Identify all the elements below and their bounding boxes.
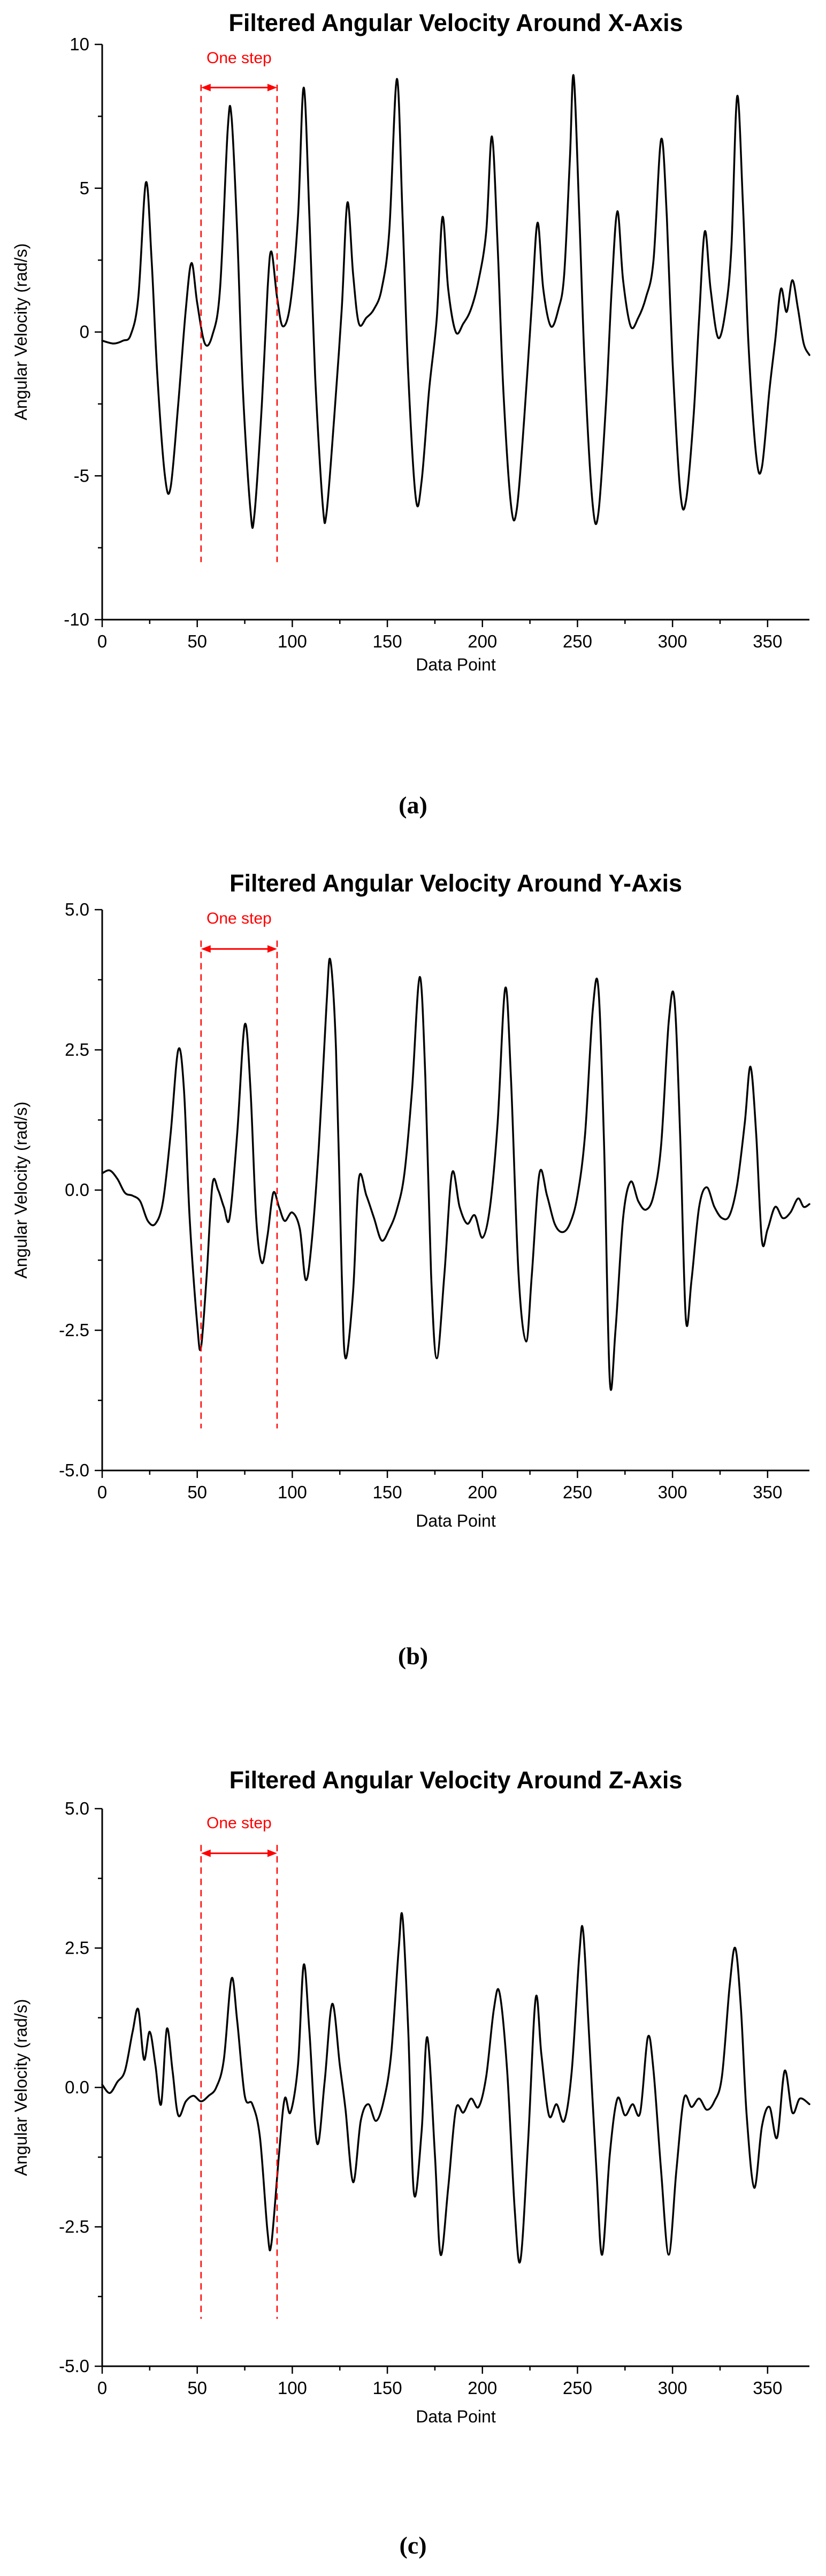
x-tick-label: 200 — [468, 1482, 497, 1502]
y-tick-label: 5 — [80, 178, 89, 198]
x-tick-label: 250 — [563, 631, 592, 651]
x-tick-label: 250 — [563, 1482, 592, 1502]
y-tick-label: 5.0 — [65, 1798, 89, 1818]
x-axis-label: Data Point — [416, 655, 496, 674]
chart-title: Filtered Angular Velocity Around Y-Axis — [230, 870, 682, 897]
data-line — [101, 958, 810, 1391]
y-axis-label: Angular Velocity (rad/s) — [11, 1999, 30, 2176]
step-label: One step — [206, 49, 272, 67]
figure-caption-a: (a) — [399, 791, 427, 819]
chart-title: Filtered Angular Velocity Around X-Axis — [228, 9, 683, 36]
y-tick-label: 0.0 — [65, 2077, 89, 2097]
x-tick-label: 350 — [753, 631, 782, 651]
x-tick-label: 300 — [658, 631, 687, 651]
plot-area: 0 50 100 150 200 250 300 350 -10 -5 0 5 10 One step — [64, 34, 810, 651]
step-label: One step — [206, 910, 272, 927]
plot-area: 0 50 100 150 200 250 300 350 -5.0 -2.5 0.0 2.5 5.0 On… — [59, 900, 810, 1502]
x-tick-label: 350 — [753, 1482, 782, 1502]
figure-z-axis: Filtered Angular Velocity Around Z-Axis … — [0, 1755, 826, 2445]
y-tick-label: 2.5 — [65, 1040, 89, 1060]
figure-x-axis: Filtered Angular Velocity Around X-Axis … — [0, 0, 826, 696]
x-tick-label: 100 — [278, 631, 307, 651]
x-tick-label: 150 — [373, 1482, 402, 1502]
figure-caption-c: (c) — [399, 2532, 427, 2559]
x-axis-label: Data Point — [416, 1511, 496, 1530]
figure-y-axis: Filtered Angular Velocity Around Y-Axis … — [0, 856, 826, 1557]
step-label: One step — [206, 1814, 272, 1832]
x-tick-label: 0 — [97, 1482, 107, 1502]
y-tick-label: -5.0 — [59, 2356, 89, 2376]
x-tick-label: 200 — [468, 631, 497, 651]
x-tick-label: 50 — [187, 1482, 207, 1502]
x-tick-label: 200 — [468, 2378, 497, 2398]
y-tick-label: -5.0 — [59, 1460, 89, 1480]
x-tick-label: 250 — [563, 2378, 592, 2398]
x-tick-label: 50 — [187, 631, 207, 651]
chart-x-axis: Filtered Angular Velocity Around X-Axis … — [11, 9, 810, 674]
y-tick-label: -5 — [74, 466, 89, 485]
chart-z-axis: Filtered Angular Velocity Around Z-Axis … — [11, 1766, 810, 2426]
y-tick-label: 2.5 — [65, 1938, 89, 1958]
y-tick-label: -10 — [64, 609, 89, 629]
plot-area: 0 50 100 150 200 250 300 350 -5.0 -2.5 0.0 2.5 5.0 On… — [59, 1798, 810, 2398]
y-tick-label: -2.5 — [59, 1320, 89, 1340]
y-tick-label: 0.0 — [65, 1180, 89, 1200]
y-tick-label: 5.0 — [65, 900, 89, 919]
y-tick-label: 10 — [70, 34, 89, 54]
step-arrowhead-left — [201, 1849, 211, 1857]
y-tick-label: -2.5 — [59, 2217, 89, 2237]
chart-y-axis: Filtered Angular Velocity Around Y-Axis … — [11, 870, 810, 1530]
y-axis-label: Angular Velocity (rad/s) — [11, 1102, 30, 1279]
step-arrowhead-right — [267, 83, 277, 92]
x-tick-label: 100 — [278, 1482, 307, 1502]
x-tick-label: 0 — [97, 631, 107, 651]
x-axis-label: Data Point — [416, 2407, 496, 2426]
x-tick-label: 350 — [753, 2378, 782, 2398]
y-tick-label: 0 — [80, 322, 89, 342]
x-tick-label: 300 — [658, 1482, 687, 1502]
step-arrowhead-left — [201, 83, 211, 92]
x-tick-label: 50 — [187, 2378, 207, 2398]
step-arrowhead-left — [201, 945, 211, 953]
chart-title: Filtered Angular Velocity Around Z-Axis — [230, 1766, 683, 1794]
x-tick-label: 100 — [278, 2378, 307, 2398]
x-tick-label: 300 — [658, 2378, 687, 2398]
data-line — [101, 74, 810, 529]
x-tick-label: 0 — [97, 2378, 107, 2398]
figure-caption-b: (b) — [397, 1642, 429, 1670]
y-axis-label: Angular Velocity (rad/s) — [11, 243, 30, 421]
x-tick-label: 150 — [373, 2378, 402, 2398]
data-line — [101, 1912, 810, 2264]
x-tick-label: 150 — [373, 631, 402, 651]
step-arrowhead-right — [267, 945, 277, 953]
step-arrowhead-right — [267, 1849, 277, 1857]
